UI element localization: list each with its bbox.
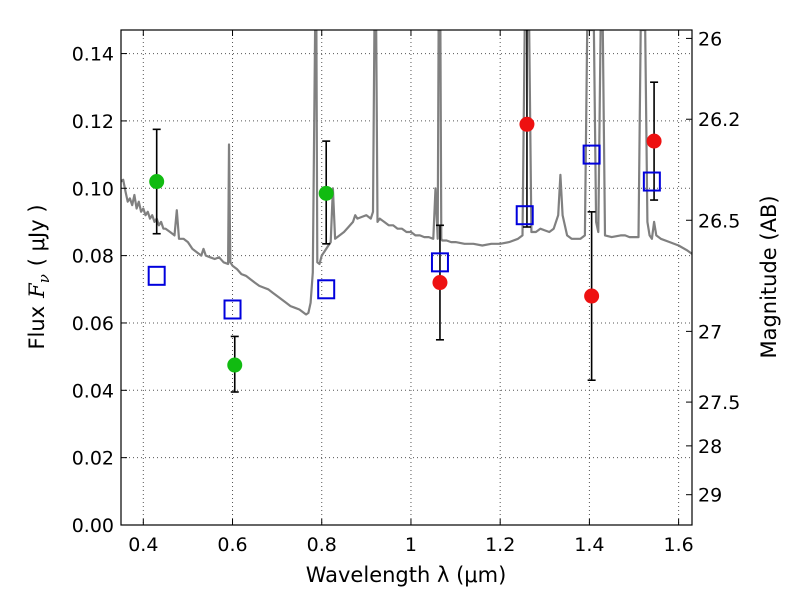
y2-tick-label: 26.5 [698, 210, 740, 232]
y-axis-label-subscript: ν [35, 274, 53, 283]
y-axis-label-unit: ( μJy ) [25, 204, 49, 266]
data-point [149, 174, 165, 190]
spectrum-line [121, 30, 692, 316]
x-tick-label: 1.4 [574, 534, 604, 556]
y-axis-label: Flux Fν ( μJy ) [25, 204, 53, 349]
y-tick-label: 0.06 [72, 313, 114, 335]
model-point [642, 171, 661, 192]
plot-frame [120, 29, 693, 526]
y2-tick-label: 27 [698, 321, 722, 343]
y-axis-label-symbol: F [25, 282, 49, 299]
marker-layer [147, 116, 662, 373]
y2-tick-label: 27.5 [698, 392, 740, 414]
data-point [227, 357, 243, 373]
data-point [584, 288, 600, 304]
x-tick-label: 1 [405, 534, 417, 556]
y2-tick-label: 28 [698, 436, 722, 458]
model-point [147, 265, 166, 286]
y-axis-label-prefix: Flux [25, 306, 49, 350]
x-tick-label: 0.6 [217, 534, 247, 556]
x-tick-label: 1.6 [664, 534, 694, 556]
data-point [432, 275, 448, 291]
x-tick-label: 1.2 [485, 534, 515, 556]
data-point [519, 116, 535, 132]
y-tick-label: 0.10 [72, 178, 114, 200]
y-tick-label: 0.00 [72, 515, 114, 537]
plot-area [121, 30, 692, 393]
y2-tick-label: 26 [698, 28, 722, 50]
model-point [430, 252, 449, 273]
x-tick-label: 0.4 [128, 534, 158, 556]
model-point [582, 144, 601, 165]
tick-layer: 0.4 0.6 0.8 1 1.2 1.4 1.6 0.00 0.02 0.04 0.06 0.08 0… [72, 28, 741, 556]
y-tick-label: 0.02 [72, 448, 114, 470]
y-tick-label: 0.08 [72, 246, 114, 268]
y-tick-label: 0.14 [72, 44, 114, 66]
y2-tick-label: 29 [698, 485, 722, 507]
model-point [223, 299, 242, 320]
grid-layer [121, 30, 692, 526]
y-tick-label: 0.12 [72, 111, 114, 133]
spectrum-layer [121, 30, 692, 316]
data-point [646, 133, 662, 149]
model-point [515, 205, 534, 226]
y2-tick-label: 26.2 [698, 109, 740, 131]
y-tick-label: 0.04 [72, 380, 114, 402]
x-tick-label: 0.8 [307, 534, 337, 556]
x-axis-label: Wavelength λ (μm) [306, 563, 507, 587]
y2-axis-label: Magnitude (AB) [757, 195, 781, 358]
data-point [318, 185, 334, 201]
model-point [317, 279, 336, 300]
